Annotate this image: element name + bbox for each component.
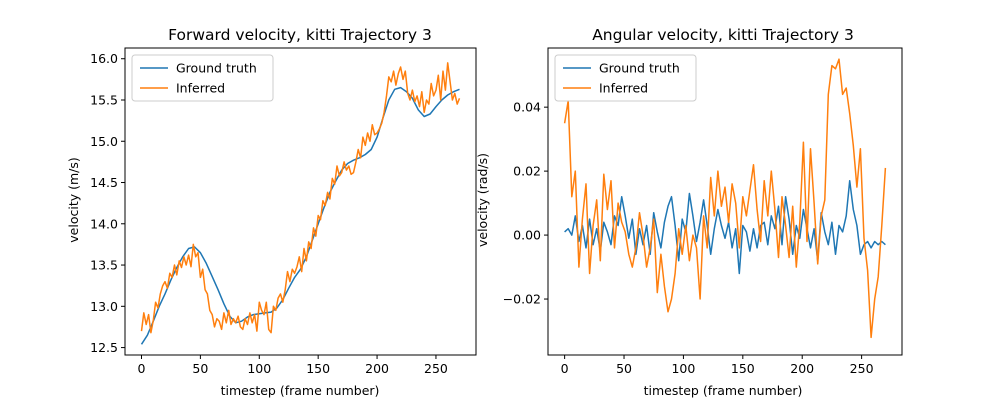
- legend-box: [554, 54, 697, 102]
- forward-velocity-plot: Forward velocity, kitti Trajectory 3 tim…: [66, 26, 432, 398]
- x-tick-label: 250: [424, 361, 448, 376]
- x-axis-label: timestep (frame number): [221, 383, 380, 398]
- legend: Ground truth Inferred: [131, 54, 274, 102]
- plot-area: 0 50 100 150 200 250 12.5 13.0 13.5 14.0 14.5 15.0 1…: [90, 47, 477, 376]
- legend-box: [131, 54, 274, 102]
- series-line-ground-truth: [564, 179, 886, 275]
- x-tick-label: 100: [247, 361, 271, 376]
- chart-title: Angular velocity, kitti Trajectory 3: [592, 26, 854, 44]
- y-axis-label: velocity (rad/s): [475, 153, 490, 247]
- x-tick-label: 100: [671, 361, 695, 376]
- x-tick-label: 0: [138, 361, 146, 376]
- x-tick-label: 50: [616, 361, 632, 376]
- legend: Ground truth Inferred: [554, 54, 697, 102]
- y-tick-label: 14.5: [90, 175, 118, 190]
- y-tick-label: 0.00: [513, 228, 541, 243]
- series-line-inferred: [140, 62, 461, 334]
- y-tick-label: 15.0: [90, 134, 118, 149]
- chart-title: Forward velocity, kitti Trajectory 3: [168, 26, 432, 44]
- y-tick-label: 0.04: [513, 100, 541, 115]
- y-tick-label: 15.5: [90, 92, 118, 107]
- series-line-inferred: [563, 58, 887, 339]
- legend-label: Inferred: [176, 81, 225, 96]
- y-axis-label: velocity (m/s): [66, 157, 81, 242]
- x-tick-label: 50: [192, 361, 208, 376]
- y-tick-label: 0.02: [513, 164, 541, 179]
- y-tick-label: 13.0: [90, 299, 118, 314]
- x-tick-label: 0: [561, 361, 569, 376]
- legend-label: Ground truth: [599, 61, 680, 76]
- y-tick-label: −0.02: [503, 292, 541, 307]
- y-tick-label: 14.0: [90, 216, 118, 231]
- y-tick-label: 12.5: [90, 340, 118, 355]
- x-tick-label: 200: [365, 361, 389, 376]
- x-tick-label: 150: [306, 361, 330, 376]
- y-tick-label: 16.0: [90, 51, 118, 66]
- plot-area: 0 50 100 150 200 250 −0.02 0.00 0.02 0.04 Ground t…: [503, 47, 903, 376]
- angular-velocity-plot: Angular velocity, kitti Trajectory 3 tim…: [475, 26, 854, 398]
- legend-label: Inferred: [599, 81, 648, 96]
- axes-frame: [547, 47, 903, 356]
- x-tick-label: 150: [731, 361, 755, 376]
- axes-frame: [124, 47, 477, 356]
- y-tick-label: 13.5: [90, 258, 118, 273]
- x-tick-label: 200: [790, 361, 814, 376]
- legend-label: Ground truth: [176, 61, 257, 76]
- x-tick-label: 250: [850, 361, 874, 376]
- x-axis-label: timestep (frame number): [644, 383, 803, 398]
